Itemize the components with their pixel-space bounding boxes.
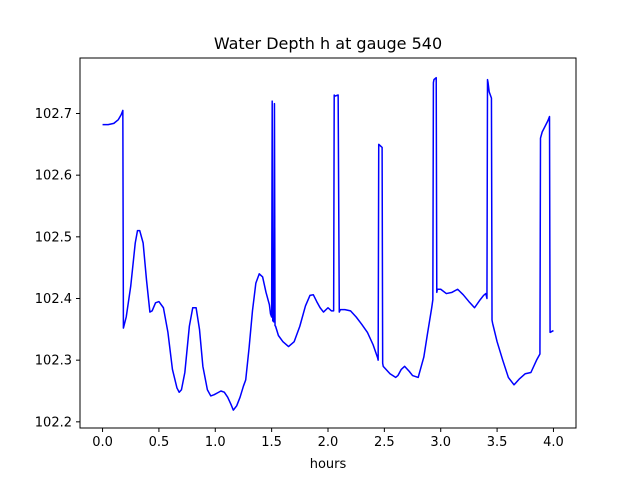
y-tick-label: 102.4 [35, 292, 72, 307]
x-axis-label: hours [310, 457, 347, 472]
series-layer [102, 76, 554, 411]
x-tick-label: 2.0 [318, 435, 339, 450]
x-tick-label: 1.5 [261, 435, 282, 450]
x-axis-ticks: 0.0 0.5 1.0 1.5 2.0 2.5 3.0 3.5 4.0 [92, 428, 564, 450]
plot-area [80, 58, 576, 428]
x-tick-label: 1.0 [205, 435, 226, 450]
x-tick-label: 0.5 [149, 435, 170, 450]
plot-frame [79, 57, 577, 429]
y-tick-label: 102.7 [35, 107, 72, 122]
x-tick-label: 4.0 [543, 435, 564, 450]
x-tick-label: 0.0 [92, 435, 113, 450]
y-axis-ticks: 102.2 102.3 102.4 102.5 102.6 102.7 [35, 107, 80, 430]
x-tick-label: 3.0 [430, 435, 451, 450]
y-tick-label: 102.5 [35, 230, 72, 245]
y-tick-label: 102.6 [35, 169, 72, 184]
y-tick-label: 102.2 [35, 415, 72, 430]
x-tick-label: 2.5 [374, 435, 395, 450]
x-tick-label: 3.5 [487, 435, 508, 450]
chart-title: Water Depth h at gauge 540 [214, 34, 442, 53]
series-line [102, 76, 554, 411]
y-tick-label: 102.3 [35, 354, 72, 369]
